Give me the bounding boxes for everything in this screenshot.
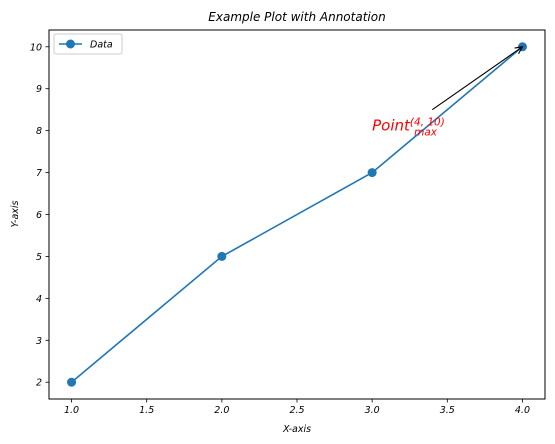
legend: Data bbox=[53, 33, 123, 55]
annotation-base: Point bbox=[372, 117, 411, 135]
legend-marker bbox=[66, 39, 75, 49]
y-tick-label: 4 bbox=[36, 294, 42, 305]
x-tick-label: 1.5 bbox=[139, 405, 154, 416]
chart-title: Example Plot with Annotation bbox=[208, 10, 385, 24]
y-tick-label: 6 bbox=[36, 210, 42, 221]
plot-frame bbox=[48, 29, 546, 400]
x-tick-label: 4.0 bbox=[515, 405, 530, 416]
annotation-arrowhead bbox=[514, 46, 524, 55]
x-axis-label: X-axis bbox=[282, 424, 311, 435]
legend-entry: Data bbox=[90, 40, 113, 51]
axis-ticks: 1.0 1.5 2.0 2.5 3.0 3.5 4.0 2 3 4 5 6 7 8 9 10 bbox=[30, 42, 530, 416]
x-tick-label: 3.0 bbox=[365, 405, 380, 416]
x-tick-label: 1.0 bbox=[64, 405, 79, 416]
data-point bbox=[67, 377, 77, 387]
annotation-arrow bbox=[431, 46, 523, 111]
series-line bbox=[71, 46, 523, 383]
x-tick-label: 2.0 bbox=[214, 405, 229, 416]
annotation-label: Point(4, 10) bbox=[372, 117, 445, 135]
data-point bbox=[217, 251, 227, 261]
x-tick-label: 2.5 bbox=[289, 405, 304, 416]
annotation-superscript: (4, 10) bbox=[410, 117, 445, 129]
y-tick-label: 7 bbox=[36, 168, 42, 179]
x-tick-label: 3.5 bbox=[440, 405, 455, 416]
annotation: Point(4, 10) max bbox=[372, 46, 524, 139]
y-tick-label: 3 bbox=[36, 336, 42, 347]
y-tick-label: 8 bbox=[36, 126, 42, 137]
annotation-subscript: max bbox=[414, 127, 438, 139]
legend-box bbox=[53, 33, 123, 55]
series-layer bbox=[67, 42, 527, 387]
y-tick-label: 10 bbox=[30, 42, 42, 53]
y-axis-label: Y-axis bbox=[10, 200, 21, 227]
y-tick-label: 5 bbox=[36, 252, 42, 263]
y-tick-label: 2 bbox=[36, 378, 42, 389]
data-point bbox=[367, 168, 377, 178]
y-tick-label: 9 bbox=[36, 84, 42, 95]
